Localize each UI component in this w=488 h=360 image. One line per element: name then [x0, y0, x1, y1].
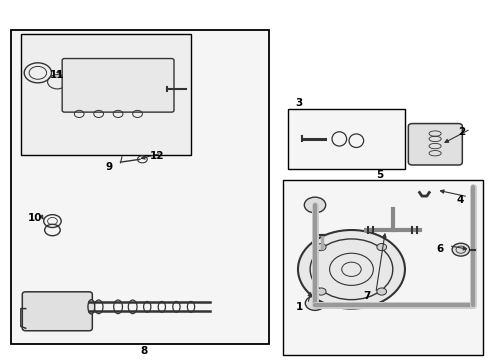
Text: 10: 10: [28, 212, 42, 222]
Circle shape: [305, 296, 324, 310]
Circle shape: [376, 288, 386, 295]
Text: 2: 2: [458, 127, 465, 137]
Circle shape: [376, 243, 386, 251]
Text: 8: 8: [140, 346, 147, 356]
Text: 5: 5: [375, 170, 382, 180]
Text: 7: 7: [363, 291, 370, 301]
Text: 6: 6: [436, 244, 443, 253]
Circle shape: [316, 243, 325, 251]
Text: 1: 1: [295, 302, 302, 312]
FancyBboxPatch shape: [22, 292, 92, 331]
FancyBboxPatch shape: [407, 123, 461, 165]
Bar: [283, 180, 482, 355]
FancyBboxPatch shape: [62, 59, 174, 112]
Circle shape: [304, 197, 325, 213]
Text: 12: 12: [149, 151, 164, 161]
Ellipse shape: [88, 300, 95, 314]
Text: 3: 3: [295, 98, 302, 108]
Text: 4: 4: [455, 195, 463, 204]
Bar: [11, 30, 268, 344]
Bar: [287, 109, 404, 169]
Text: 11: 11: [50, 69, 64, 80]
Bar: [21, 33, 191, 155]
Text: 9: 9: [106, 162, 113, 172]
Circle shape: [316, 288, 325, 295]
Circle shape: [451, 243, 468, 256]
Circle shape: [297, 230, 404, 309]
